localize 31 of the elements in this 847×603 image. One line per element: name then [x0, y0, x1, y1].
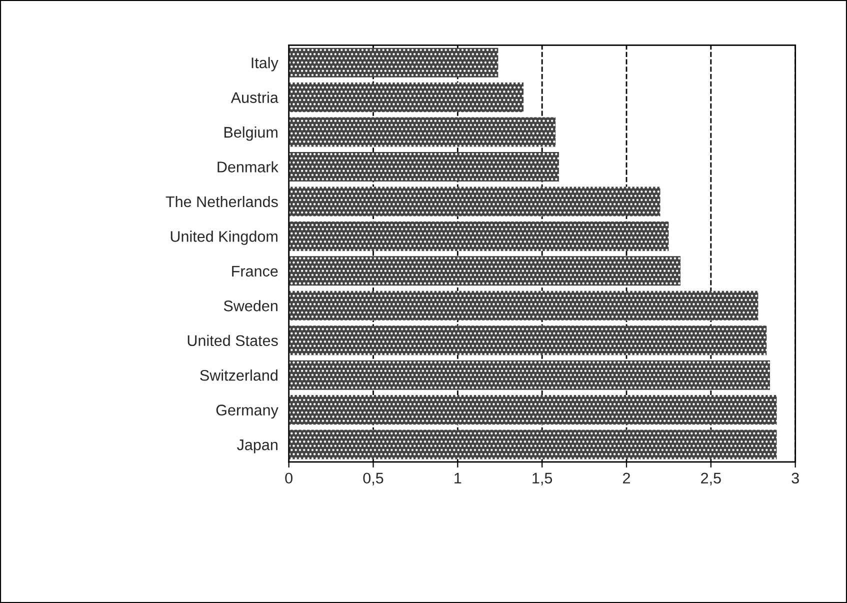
y-tick-label: Denmark	[218, 161, 278, 172]
x-tick-label: 2	[623, 472, 630, 484]
bar	[288, 82, 524, 112]
y-tick-label: Austria	[230, 92, 278, 103]
bar	[288, 221, 669, 251]
y-tick-label: Belgium	[224, 126, 278, 141]
bar	[288, 395, 777, 425]
bar	[288, 117, 556, 147]
x-tick-label: 2,5	[701, 472, 721, 486]
y-tick-label: United Kingdom	[170, 230, 278, 245]
y-tick-label: Switzerland	[200, 370, 278, 381]
x-tick-label: 1	[454, 472, 462, 484]
x-tick-label: 1,5	[532, 472, 552, 486]
bar	[288, 186, 660, 216]
y-tick-label: Sweden	[224, 300, 278, 312]
bar	[288, 360, 770, 390]
y-tick-label: Japan	[237, 440, 278, 454]
y-tick-label: United States	[188, 334, 278, 346]
bar	[288, 326, 767, 356]
bar	[288, 290, 758, 320]
bar	[288, 152, 559, 182]
x-tick-label: 0,5	[363, 472, 384, 486]
y-tick-label: The Netherlands	[166, 196, 278, 208]
bar	[288, 256, 681, 286]
bar	[288, 48, 498, 78]
x-tick-label: 0	[285, 472, 292, 484]
x-tick-label: 3	[792, 472, 799, 484]
y-tick-label: Italy	[252, 57, 278, 72]
bar	[288, 430, 777, 460]
y-tick-label: France	[232, 266, 278, 277]
y-tick-label: Germany	[216, 404, 278, 419]
